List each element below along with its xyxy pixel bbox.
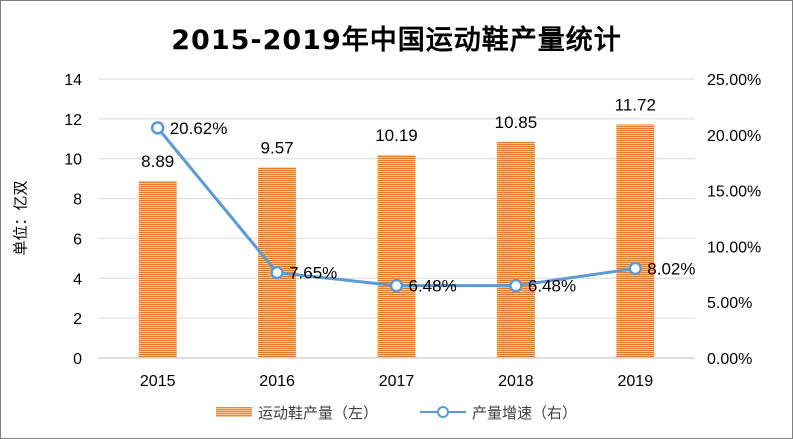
left-tick-label: 0 bbox=[73, 351, 82, 368]
bar-value-label: 10.19 bbox=[375, 126, 418, 145]
right-tick-label: 20.00% bbox=[707, 128, 761, 145]
line-value-label: 6.48% bbox=[409, 277, 457, 296]
left-tick-label: 14 bbox=[64, 72, 82, 89]
line-point bbox=[628, 261, 643, 276]
bar-series bbox=[138, 124, 655, 359]
bar-value-label: 9.57 bbox=[261, 138, 294, 157]
legend-label-bar: 运动鞋产量（左） bbox=[257, 403, 378, 422]
line-point bbox=[509, 278, 523, 293]
bar bbox=[258, 167, 297, 358]
bar bbox=[616, 124, 655, 359]
legend-swatch-line bbox=[420, 405, 466, 419]
right-axis-ticks: 0.00% 5.00% 10.00% 15.00% 20.00% 25.00% bbox=[707, 72, 761, 368]
bar bbox=[496, 141, 535, 358]
line-point bbox=[150, 121, 165, 135]
x-tick-label: 2017 bbox=[379, 373, 415, 390]
bar bbox=[377, 154, 416, 358]
bar bbox=[138, 180, 177, 358]
left-tick-label: 6 bbox=[73, 231, 82, 248]
legend: 运动鞋产量（左） 产量增速（右） bbox=[0, 400, 793, 424]
left-tick-label: 8 bbox=[73, 192, 82, 209]
bar-data-labels: 8.89 9.57 10.19 10.85 11.72 bbox=[141, 95, 656, 170]
left-tick-label: 12 bbox=[64, 112, 82, 129]
legend-label-line: 产量增速（右） bbox=[472, 403, 578, 422]
left-tick-label: 2 bbox=[73, 311, 82, 328]
left-tick-label: 4 bbox=[73, 271, 82, 288]
bar-value-label: 8.89 bbox=[141, 152, 174, 171]
right-tick-label: 10.00% bbox=[707, 239, 761, 256]
x-tick-label: 2015 bbox=[140, 373, 176, 390]
bar-value-label: 10.85 bbox=[495, 113, 538, 132]
left-tick-label: 10 bbox=[64, 152, 82, 169]
line-value-label: 20.62% bbox=[170, 119, 228, 138]
right-tick-label: 5.00% bbox=[707, 295, 752, 312]
legend-swatch-bar bbox=[215, 407, 252, 417]
chart-title: 2015-2019年中国运动鞋产量统计 bbox=[171, 25, 622, 56]
right-tick-label: 0.00% bbox=[707, 351, 752, 368]
x-tick-label: 2018 bbox=[498, 373, 534, 390]
line-value-label: 7.65% bbox=[289, 264, 337, 283]
line-point bbox=[389, 278, 404, 293]
x-tick-label: 2016 bbox=[259, 373, 295, 390]
bar-value-label: 11.72 bbox=[615, 95, 656, 114]
left-axis-ticks: 0 2 4 6 8 10 12 14 bbox=[64, 72, 82, 368]
right-tick-label: 15.00% bbox=[707, 184, 761, 201]
line-value-label: 8.02% bbox=[647, 259, 695, 278]
line-point bbox=[270, 265, 284, 280]
x-tick-label: 2019 bbox=[618, 373, 654, 390]
line-series bbox=[150, 121, 643, 293]
line-data-labels: 20.62% 7.65% 6.48% 6.48% 8.02% bbox=[170, 119, 696, 296]
x-axis-ticks: 2015 2016 2017 2018 2019 bbox=[140, 373, 653, 390]
right-tick-label: 25.00% bbox=[707, 72, 761, 89]
legend-item-line: 产量增速（右） bbox=[420, 402, 577, 423]
legend-item-bar: 运动鞋产量（左） bbox=[215, 402, 378, 423]
line-value-label: 6.48% bbox=[528, 277, 576, 296]
